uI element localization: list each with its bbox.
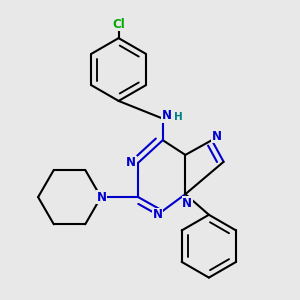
Text: N: N	[212, 130, 222, 143]
Text: H: H	[174, 112, 183, 122]
Text: N: N	[162, 109, 172, 122]
Text: N: N	[97, 190, 107, 204]
Text: N: N	[126, 156, 136, 169]
Text: N: N	[153, 208, 163, 221]
Text: N: N	[182, 196, 192, 209]
Text: Cl: Cl	[112, 18, 125, 31]
